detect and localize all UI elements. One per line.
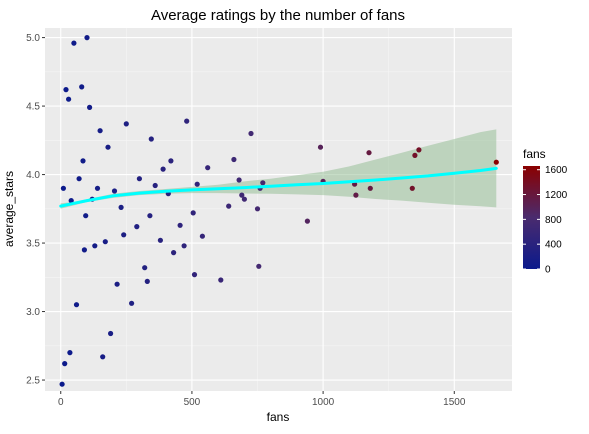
scatter-point <box>218 277 224 283</box>
scatter-point <box>256 263 262 269</box>
scatter-point <box>123 121 129 127</box>
scatter-point <box>190 210 196 216</box>
scatter-point <box>236 177 242 183</box>
x-tick-label: 1500 <box>443 397 466 408</box>
y-tick-label: 4.5 <box>26 102 40 113</box>
scatter-point <box>353 192 359 198</box>
scatter-point <box>105 144 111 150</box>
scatter-point <box>366 150 372 156</box>
scatter-point <box>168 158 174 164</box>
scatter-point <box>148 136 154 142</box>
y-tick-label: 2.5 <box>26 376 40 387</box>
scatter-point <box>493 159 499 165</box>
scatter-point <box>59 381 65 387</box>
scatter-point <box>160 166 166 172</box>
scatter-point <box>199 233 205 239</box>
scatter-point <box>248 130 254 137</box>
scatter-point <box>304 218 310 224</box>
scatter-point <box>71 40 77 46</box>
legend-tick-label: 400 <box>545 240 562 251</box>
scatter-point <box>194 181 200 187</box>
scatter-point <box>317 144 324 150</box>
scatter-point <box>87 104 93 110</box>
scatter-point <box>60 185 66 191</box>
scatter-point <box>114 281 120 287</box>
scatter-point <box>134 224 140 230</box>
scatter-point <box>144 278 150 284</box>
scatter-point <box>416 147 422 153</box>
legend-tick-label: 0 <box>545 265 551 276</box>
confidence-band <box>60 129 497 209</box>
y-tick-label: 5.0 <box>26 33 40 44</box>
confidence-band-area <box>60 129 497 209</box>
scatter-point <box>367 185 373 191</box>
scatter-point <box>239 192 245 198</box>
scatter-point <box>136 176 142 182</box>
x-axis-label: fans <box>267 410 290 424</box>
legend-tick-label: 1600 <box>545 165 568 176</box>
y-axis-label: average_stars <box>2 171 16 247</box>
scatter-point <box>157 237 163 243</box>
scatter-point <box>241 196 247 202</box>
scatter-point <box>260 180 266 186</box>
plot-panel <box>45 28 512 391</box>
scatter-point <box>94 185 101 191</box>
scatter-point <box>142 265 148 271</box>
scatter-point <box>108 330 114 337</box>
x-tick-label: 500 <box>184 397 201 408</box>
legend-ticks: 0 400 800 1200 1600 <box>523 165 568 276</box>
scatter-point <box>118 204 124 210</box>
scatter-point <box>171 250 177 256</box>
scatter-point <box>181 243 187 249</box>
scatter-point <box>68 198 74 204</box>
scatter-point <box>129 300 135 306</box>
scatter-point <box>412 152 418 158</box>
scatter-point <box>205 165 211 171</box>
scatter-point <box>62 361 68 367</box>
scatter-point <box>76 176 82 182</box>
scatter-point <box>226 203 232 209</box>
scatter-point <box>79 84 85 90</box>
scatter-point <box>83 213 89 219</box>
y-tick-label: 3.0 <box>26 307 40 318</box>
scatter-point <box>254 206 261 212</box>
scatter-point <box>92 243 98 249</box>
scatter-point <box>80 158 86 164</box>
trend-line <box>59 166 498 208</box>
scatter-point <box>97 128 103 134</box>
trend-line-group <box>59 166 498 208</box>
scatter-point <box>409 185 415 191</box>
scatter-point <box>147 213 153 219</box>
legend-title: fans <box>523 147 546 161</box>
legend-colorbar <box>523 166 540 269</box>
scatter-points <box>59 35 499 387</box>
legend: fans 0 400 800 1200 1600 <box>523 147 568 276</box>
x-tick-label: 0 <box>58 397 64 408</box>
scatter-point <box>66 96 72 102</box>
scatter-point <box>152 182 158 189</box>
scatter-point <box>81 247 87 253</box>
axes: 0 500 1000 1500 2.5 3.0 3.5 4.0 4.5 5.0 <box>26 33 466 408</box>
scatter-point <box>73 302 80 308</box>
scatter-point <box>231 156 237 163</box>
legend-tick-label: 800 <box>545 215 562 226</box>
scatter-point <box>111 188 118 194</box>
x-tick-label: 1000 <box>312 397 335 408</box>
scatter-point <box>121 232 127 238</box>
scatter-point <box>177 222 183 228</box>
y-tick-label: 4.0 <box>26 170 40 181</box>
scatter-point <box>84 35 90 41</box>
scatter-point <box>67 350 73 356</box>
scatter-point <box>63 87 69 93</box>
chart-title: Average ratings by the number of fans <box>151 7 405 24</box>
scatter-point <box>191 272 198 278</box>
legend-tick-label: 1200 <box>545 190 568 201</box>
scatter-point <box>100 354 106 360</box>
scatter-point <box>184 118 190 124</box>
scatter-point <box>102 239 108 245</box>
y-tick-label: 3.5 <box>26 239 40 250</box>
